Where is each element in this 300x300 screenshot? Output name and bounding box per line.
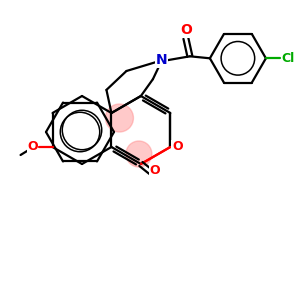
Circle shape: [126, 141, 152, 167]
Text: O: O: [172, 140, 183, 154]
Text: O: O: [150, 164, 160, 176]
Text: Cl: Cl: [281, 52, 295, 65]
Text: N: N: [156, 53, 168, 67]
Text: O: O: [27, 140, 38, 154]
Text: O: O: [180, 23, 192, 37]
Circle shape: [105, 104, 134, 132]
